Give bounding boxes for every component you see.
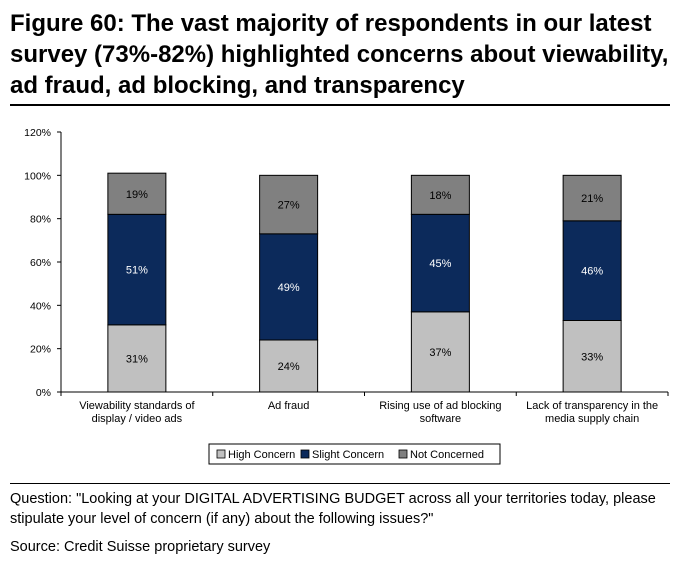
figure-title: Figure 60: The vast majority of responde… — [10, 10, 669, 99]
bar-high-concern — [259, 339, 319, 393]
data-label: 45% — [429, 258, 451, 270]
legend-swatch — [300, 449, 310, 459]
x-tick-label: media supply chain — [545, 413, 639, 425]
y-tick-label: 60% — [30, 257, 51, 269]
bar-slight-concern — [410, 213, 470, 313]
legend-label: Not Concerned — [410, 449, 484, 461]
legend-label: Slight Concern — [312, 449, 384, 461]
y-tick-label: 0% — [36, 387, 51, 399]
y-tick-label: 100% — [24, 170, 51, 182]
bar-not-concerned — [259, 174, 319, 235]
legend-swatch — [216, 449, 226, 459]
survey-question: Question: "Looking at your DIGITAL ADVER… — [10, 491, 656, 527]
y-tick-label: 120% — [24, 127, 51, 139]
x-tick-label: Lack of transparency in the — [526, 400, 658, 412]
x-tick-label: Rising use of ad blocking — [379, 400, 501, 412]
bar-slight-concern — [562, 220, 622, 321]
bar-high-concern — [410, 311, 470, 393]
bar-not-concerned — [562, 174, 622, 222]
data-label: 51% — [126, 265, 148, 277]
footer-divider — [10, 483, 670, 484]
data-label: 33% — [581, 351, 603, 363]
legend-swatch — [398, 449, 408, 459]
bar-slight-concern — [107, 213, 167, 326]
data-label: 49% — [278, 282, 300, 294]
bar-high-concern — [107, 324, 167, 393]
y-tick-label: 40% — [30, 300, 51, 312]
data-label: 31% — [126, 353, 148, 365]
y-tick-label: 20% — [30, 344, 51, 356]
legend-box — [208, 443, 501, 465]
title-divider — [10, 104, 670, 106]
bar-not-concerned — [410, 174, 470, 215]
x-tick-label: Ad fraud — [268, 400, 310, 412]
source-note: Source: Credit Suisse proprietary survey — [10, 539, 271, 555]
bar-slight-concern — [259, 233, 319, 341]
data-label: 27% — [278, 200, 300, 212]
data-label: 19% — [126, 189, 148, 201]
data-label: 37% — [429, 347, 451, 359]
bar-not-concerned — [107, 172, 167, 215]
x-tick-label: software — [420, 413, 462, 425]
data-label: 46% — [581, 266, 603, 278]
data-label: 21% — [581, 193, 603, 205]
y-tick-label: 80% — [30, 214, 51, 226]
x-tick-label: Viewability standards of — [79, 400, 195, 412]
x-tick-label: display / video ads — [92, 413, 183, 425]
legend-label: High Concern — [228, 449, 295, 461]
bar-high-concern — [562, 320, 622, 393]
data-label: 18% — [429, 190, 451, 202]
data-label: 24% — [278, 361, 300, 373]
stacked-bar-chart: 0% 20% 40% 60% 80% 100% 120% 31% 51% 19% Viewabili… — [24, 127, 669, 465]
